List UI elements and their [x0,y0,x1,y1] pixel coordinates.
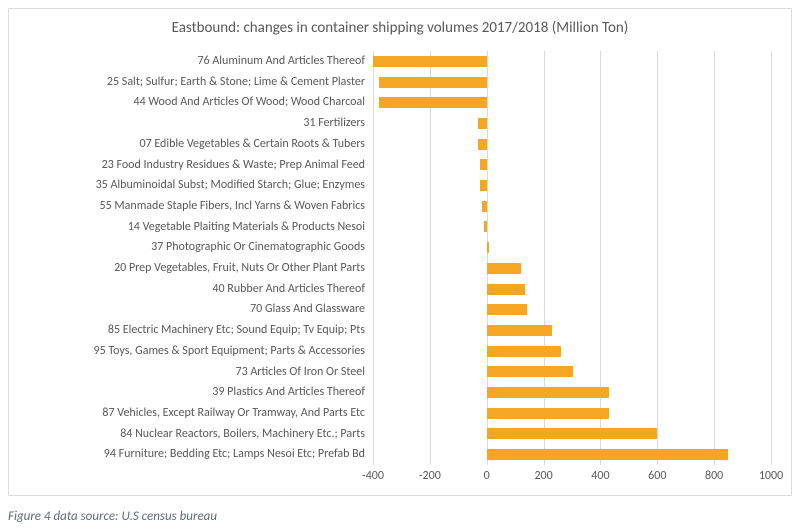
bar [379,77,487,88]
bar-row [373,92,771,113]
x-tick: 600 [648,469,666,483]
bar [484,221,487,232]
category-label: 94 Furniture; Bedding Etc; Lamps Nesoi E… [9,444,365,465]
bar-row [373,299,771,320]
category-label: 95 Toys, Games & Sport Equipment; Parts … [9,341,365,362]
bar-row [373,217,771,238]
bar [480,180,487,191]
bar-row [373,424,771,445]
bar [480,159,487,170]
x-axis: -400-20002004006008001000 [373,469,771,487]
bar [487,284,525,295]
bar-row [373,403,771,424]
bar [487,428,658,439]
bar [487,408,609,419]
bar-row [373,134,771,155]
category-label: 23 Food Industry Residues & Waste; Prep … [9,155,365,176]
category-label: 76 Aluminum And Articles Thereof [9,51,365,72]
bar [487,387,609,398]
category-label: 85 Electric Machinery Etc; Sound Equip; … [9,320,365,341]
bar-row [373,155,771,176]
bar-row [373,237,771,258]
category-label: 35 Albuminoidal Subst; Modified Starch; … [9,175,365,196]
figure-caption: Figure 4 data source: U.S census bureau [8,509,217,524]
bar-row [373,196,771,217]
bar-row [373,279,771,300]
bar [487,304,527,315]
category-label: 37 Photographic Or Cinematographic Goods [9,237,365,258]
bar-row [373,382,771,403]
bar [487,242,489,253]
x-tick: 400 [591,469,609,483]
bar [373,56,487,67]
category-label: 44 Wood And Articles Of Wood; Wood Charc… [9,92,365,113]
bar-row [373,258,771,279]
bar-row [373,444,771,465]
bar-row [373,72,771,93]
bar-row [373,341,771,362]
bar-row [373,362,771,383]
category-label: 55 Manmade Staple Fibers, Incl Yarns & W… [9,196,365,217]
category-label: 31 Fertilizers [9,113,365,134]
x-tick: 800 [705,469,723,483]
plot-area [373,51,771,465]
x-tick: 1000 [759,469,783,483]
category-label: 39 Plastics And Articles Thereof [9,382,365,403]
x-tick: 0 [484,469,490,483]
bar-row [373,51,771,72]
bar [487,325,552,336]
category-label: 40 Rubber And Articles Thereof [9,279,365,300]
x-tick: 200 [534,469,552,483]
category-label: 84 Nuclear Reactors, Boilers, Machinery … [9,424,365,445]
bar [487,366,574,377]
category-label: 70 Glass And Glassware [9,299,365,320]
category-label: 20 Prep Vegetables, Fruit, Nuts Or Other… [9,258,365,279]
chart-container: Eastbound: changes in container shipping… [8,8,792,496]
category-label: 73 Articles Of Iron Or Steel [9,362,365,383]
bar [478,139,487,150]
category-label: 87 Vehicles, Except Railway Or Tramway, … [9,403,365,424]
bar-row [373,175,771,196]
bar [482,201,486,212]
category-label: 25 Salt; Sulfur; Earth & Stone; Lime & C… [9,72,365,93]
bar-row [373,320,771,341]
category-label: 14 Vegetable Plaiting Materials & Produc… [9,217,365,238]
bar [478,118,487,129]
bar [487,449,729,460]
gridline [771,51,772,465]
x-tick: -200 [419,469,441,483]
bar [487,263,521,274]
x-tick: -400 [362,469,384,483]
chart-title: Eastbound: changes in container shipping… [9,9,791,43]
bar [487,346,561,357]
bar-row [373,113,771,134]
category-label: 07 Edible Vegetables & Certain Roots & T… [9,134,365,155]
bar [379,97,487,108]
